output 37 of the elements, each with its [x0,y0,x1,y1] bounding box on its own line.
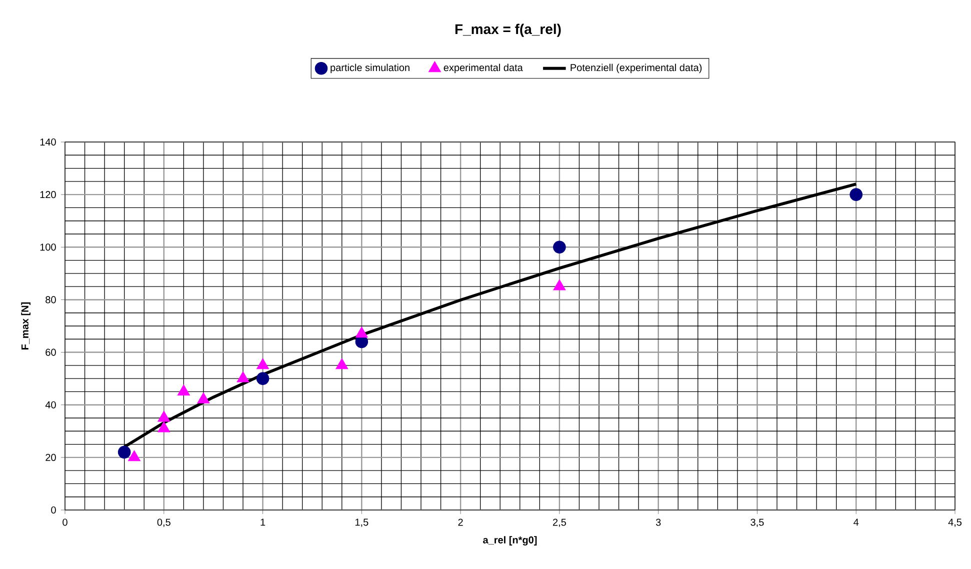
x-axis-title: a_rel [n*g0] [483,536,537,546]
y-tick-label: 100 [40,244,56,251]
y-tick-label: 60 [46,348,56,356]
point [336,358,348,370]
x-tick-label: 2,5 [552,518,566,527]
chart-title: F_max = f(a_rel) [455,24,561,37]
legend-label: Potenziell (experimental data) [570,64,702,74]
y-tick-label: 80 [46,296,56,304]
point [355,326,368,338]
x-tick-label: 2 [458,518,463,526]
point [256,372,270,385]
y-tick-label: 0 [51,506,56,514]
point [128,450,140,462]
point [177,384,190,396]
point [236,371,250,382]
point [553,279,566,290]
x-tick-label: 0 [62,518,68,526]
point [553,240,566,254]
x-tick-label: 0,5 [157,518,170,527]
point [158,410,170,422]
x-tick-label: 3,5 [750,518,764,527]
x-tick-label: 3 [656,518,661,526]
x-tick-label: 1,5 [355,518,368,527]
x-tick-label: 4 [854,518,859,526]
legend-label: experimental data [444,64,523,74]
x-tick-label: 1 [260,518,266,526]
y-tick-label: 140 [40,138,56,146]
y-axis-title: F_max [N] [21,302,30,350]
point [256,358,270,370]
y-tick-label: 40 [45,401,56,408]
y-tick-label: 20 [46,454,56,461]
point [850,188,863,201]
point [158,421,170,432]
y-tick-label: 120 [40,191,56,198]
point [197,392,210,404]
legend-label: particle simulation [330,64,410,74]
x-tick-label: 4,5 [948,518,962,527]
